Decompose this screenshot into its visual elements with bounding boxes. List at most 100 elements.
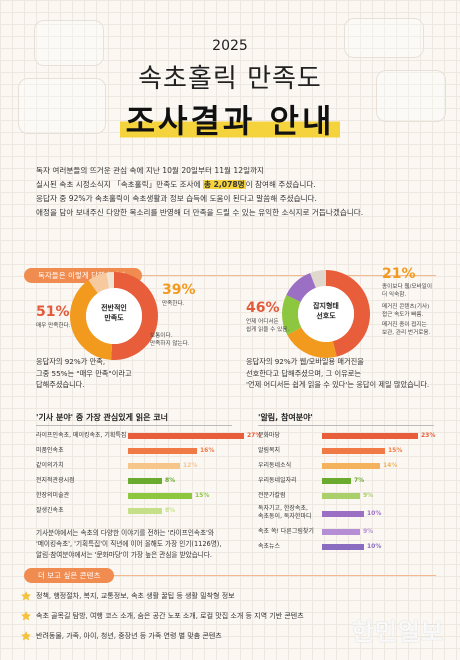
bar <box>128 508 162 514</box>
bar <box>322 478 351 484</box>
bar-value: 10% <box>367 543 382 550</box>
bar-label: 전지적관광시점 <box>36 477 75 484</box>
readable-label-line: 언제 어디서든 <box>246 319 279 325</box>
donut-center-label-line: 전반적인 <box>101 304 127 312</box>
bar-label-line2: 속초동이, 독자한마디 <box>258 513 312 520</box>
decorative-bubble <box>34 20 104 66</box>
bar-label: 미품인속초 <box>36 447 64 454</box>
satisfaction-donut-chart <box>70 272 158 360</box>
decorative-bubble <box>18 78 106 134</box>
intro-line: 애정을 담아 보내주신 다양한 목소리를 반영해 더 만족을 드릴 수 있는 유… <box>36 208 364 217</box>
satisfaction-summary: 응답자의 92%가 만족, 그중 55%는 "매우 만족"이라고 답해주셨습니다… <box>36 356 216 391</box>
bar-row: 미품인속초 16% <box>36 445 246 457</box>
very-satisfied-percent: 51% <box>36 304 70 320</box>
bar-value: 10% <box>367 510 382 517</box>
intro-line: 응답자 중 92%가 속초홀릭이 속초생활과 정보 습득에 도움이 된다고 말씀… <box>36 194 317 203</box>
bar-value: 12% <box>183 462 198 469</box>
bar <box>322 529 360 535</box>
bar-label: 한장의미술관 <box>36 492 70 499</box>
bar-label: 문화마당 <box>258 432 281 439</box>
bar <box>128 463 180 469</box>
bar-value: 15% <box>195 492 210 499</box>
bar-value: 14% <box>383 462 398 469</box>
very-satisfied-label: 매우 만족한다. <box>36 323 71 329</box>
section-rule <box>258 425 434 426</box>
bar <box>128 433 244 439</box>
donut-slice-familiar <box>282 270 370 358</box>
bar-value: 16% <box>200 447 215 454</box>
page-subtitle-wrap: 조사결과 안내 <box>0 96 460 142</box>
summary-line: 그중 55%는 "매우 만족"이라고 <box>36 368 132 378</box>
satisfied-label: 만족한다. <box>162 301 185 307</box>
bar-label: 독자기고, 한장속초, 속초동이, 독자한마디 <box>258 505 312 520</box>
format-donut-chart <box>282 270 370 358</box>
intro-text: 독자 여러분들의 뜨거운 관심 속에 지난 10월 20일부터 11월 12일까… <box>36 164 436 220</box>
bar <box>128 493 192 499</box>
intro-line: 독자 여러분들의 뜨거운 관심 속에 지난 10월 20일부터 11월 12일까… <box>36 166 265 175</box>
bar-value: 8% <box>165 477 176 484</box>
bar-row: 같이의가치 12% <box>36 460 246 472</box>
bar-value: 15% <box>388 447 403 454</box>
bar-row: 독자기고, 한장속초, 속초동이, 독자한마디 10% <box>258 505 444 523</box>
bar-value: 27% <box>247 432 262 439</box>
readable-percent: 46% <box>246 300 280 316</box>
intro-line: 실시된 속초 시정소식지 「속초홀릭」만족도 조사에 총 2,078명이 참여해… <box>36 178 436 192</box>
summary-line: '메이킹속초', '기획특집'이 직년에 이어 올해도 가장 인기(1126명)… <box>36 540 222 548</box>
summary-line: '언제 어디서든 쉽게 읽을 수 있다'는 응답이 제일 많았습니다. <box>246 380 430 389</box>
bar <box>322 463 380 469</box>
article-corner-summary: 기사분야에서는 속초의 다양한 이야기를 전하는 '라이프인속초'와 '메이킹속… <box>36 528 246 561</box>
donut-center-label-line: 선호도 <box>316 312 336 320</box>
wish-pill: 더 보고 싶은 콘텐츠 <box>24 568 115 583</box>
page-year: 2025 <box>212 38 248 54</box>
section-rule <box>36 425 232 426</box>
bar-value: 8% <box>165 507 176 514</box>
bar-value: 7% <box>354 477 365 484</box>
page-subtitle: 조사결과 안내 <box>119 96 341 142</box>
readable-label: 언제 어디서든 쉽게 읽을 수 있음. <box>246 318 289 334</box>
bar-row: 전문가칼럼 9% <box>258 490 444 502</box>
wish-item: 속초 골목길 탐방, 여행 코스 소개, 숨은 공간 노포 소개, 로컬 맛집 … <box>36 612 304 620</box>
bar-row: 우리동네소식 14% <box>258 460 444 472</box>
bar-row: 문화마당 23% <box>258 430 444 442</box>
bar-value: 9% <box>363 492 374 499</box>
storage-label: 메거진 종이 접지는 보관, 관리 번거로움. <box>382 321 430 337</box>
donut-slice-fast <box>282 270 370 358</box>
bar-label: 잘생긴속초 <box>36 507 64 514</box>
section-divider <box>24 275 436 276</box>
bar-row: 라이프인속초, 메이킹속초, 기획특집 27% <box>36 430 261 442</box>
bar-label: 속초 쏙! 다른그림찾기 <box>258 528 314 535</box>
bar-row: 잘생긴속초 8% <box>36 505 246 517</box>
bar-label: 전문가칼럼 <box>258 492 286 499</box>
bar-row: 전지적관광시점 8% <box>36 475 246 487</box>
donut-center <box>298 286 354 342</box>
donut-slice-satisfied <box>70 272 158 360</box>
storage-label-line: 메거진 종이 접지는 <box>382 322 427 328</box>
donut-center <box>86 288 142 344</box>
readable-label-line: 쉽게 읽을 수 있음. <box>246 327 290 333</box>
star-icon <box>21 611 31 621</box>
satisfied-percent: 39% <box>162 282 196 298</box>
format-summary: 응답자의 92%가 웹/모바일용 매거진을 선호한다고 답해주셨으며, 그 이유… <box>246 356 446 391</box>
donut-slice-other <box>282 270 370 358</box>
familiar-label-line: 더 익숙함. <box>382 292 407 298</box>
bar-row: 알림복지 15% <box>258 445 444 457</box>
donut-center-label: 잡지형태 선호도 <box>302 301 350 321</box>
wish-item: 반려동물, 가족, 아이, 청년, 중장년 등 가족 연령 별 맞춤 콘텐츠 <box>36 632 222 640</box>
summary-line: 선호한다고 답해주셨으며, 그 이유로는 <box>246 368 361 378</box>
bar-label: 우리동네일자리 <box>258 477 297 484</box>
familiar-label: 종이보다 웹/모바일이 더 익숙함. <box>382 283 432 299</box>
bar <box>128 448 197 454</box>
bar-row: 속초뉴스 10% <box>258 541 444 553</box>
bar <box>322 544 364 550</box>
donut-center-label: 전반적인 만족도 <box>90 303 138 323</box>
donut-slice-not-satisfied <box>70 272 158 360</box>
familiar-percent: 21% <box>382 266 416 282</box>
bar <box>322 448 385 454</box>
summary-line: 응답자의 92%가 웹/모바일용 매거진을 <box>246 357 364 366</box>
intro-line-part: 실시된 속초 시정소식지 「속초홀릭」만족도 조사에 <box>36 180 203 189</box>
bar <box>322 433 418 439</box>
watermark: 한민일보 <box>351 618 444 646</box>
decorative-bubble <box>344 18 424 58</box>
notice-section-title: '알림, 참여분야' <box>258 413 313 422</box>
summary-line: 응답자의 92%가 만족, <box>36 357 106 366</box>
